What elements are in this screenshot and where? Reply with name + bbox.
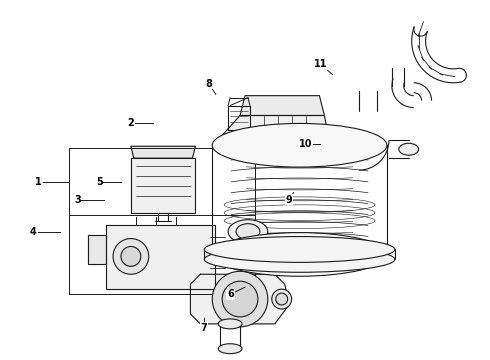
Polygon shape: [131, 146, 196, 158]
Text: 1: 1: [35, 177, 42, 187]
Text: 7: 7: [200, 323, 207, 333]
Text: 8: 8: [205, 78, 212, 89]
Ellipse shape: [272, 289, 292, 309]
Ellipse shape: [121, 247, 141, 266]
Text: 11: 11: [314, 59, 327, 69]
Ellipse shape: [218, 344, 242, 354]
Ellipse shape: [204, 237, 395, 262]
Text: 10: 10: [299, 139, 313, 149]
Ellipse shape: [212, 233, 387, 276]
Text: 6: 6: [227, 289, 234, 299]
Polygon shape: [131, 158, 196, 213]
Ellipse shape: [218, 319, 242, 329]
Ellipse shape: [228, 220, 268, 243]
Polygon shape: [88, 235, 106, 264]
Ellipse shape: [222, 281, 258, 317]
Ellipse shape: [236, 224, 260, 239]
Ellipse shape: [276, 293, 288, 305]
Text: 9: 9: [285, 195, 292, 204]
Text: 2: 2: [127, 118, 134, 128]
Ellipse shape: [113, 239, 149, 274]
Polygon shape: [222, 116, 329, 155]
Ellipse shape: [399, 143, 418, 155]
Polygon shape: [240, 96, 324, 116]
Ellipse shape: [212, 123, 387, 167]
Ellipse shape: [204, 247, 395, 272]
Text: 5: 5: [96, 177, 102, 187]
Text: 3: 3: [74, 195, 81, 204]
Ellipse shape: [212, 271, 268, 327]
Polygon shape: [191, 274, 290, 324]
Polygon shape: [106, 225, 215, 289]
Text: 4: 4: [30, 227, 37, 237]
